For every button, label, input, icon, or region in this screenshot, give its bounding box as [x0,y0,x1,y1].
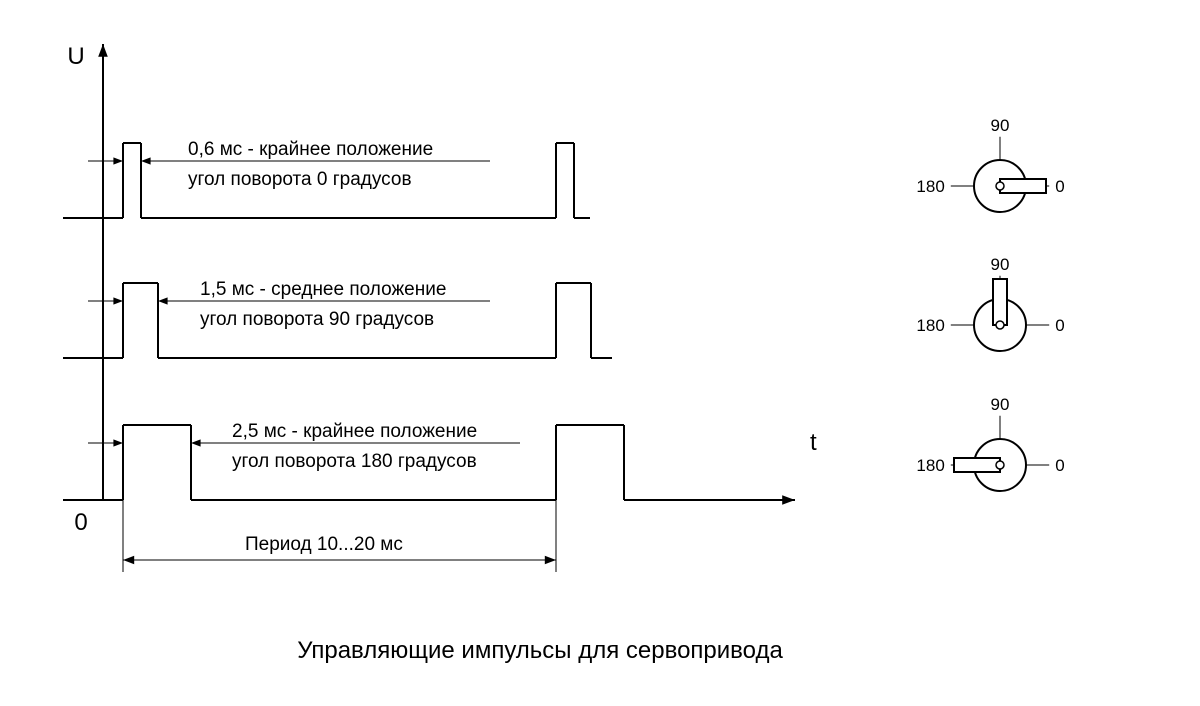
diagram-title: Управляющие импульсы для сервопривода [297,637,783,664]
origin-label: 0 [74,509,87,536]
pulse-label-2: угол поворота 0 градусов [188,169,412,190]
servo-label-180: 180 [916,316,944,335]
servo-hub [996,321,1004,329]
servo-arm [1000,179,1046,193]
y-axis-label: U [67,43,84,70]
servo-label-90: 90 [991,116,1010,135]
x-axis-label: t [810,429,817,456]
servo-label-90: 90 [991,255,1010,274]
servo-label-180: 180 [916,177,944,196]
servo-arm [993,279,1007,325]
pulse-label-2: угол поворота 180 градусов [232,451,477,472]
background [0,0,1200,706]
pulse-label-1: 2,5 мс - крайнее положение [232,421,477,442]
servo-label-0: 0 [1055,456,1064,475]
servo-hub [996,461,1004,469]
servo-label-180: 180 [916,456,944,475]
servo-label-0: 0 [1055,316,1064,335]
period-label: Период 10...20 мс [245,534,403,555]
servo-label-90: 90 [991,395,1010,414]
servo-label-0: 0 [1055,177,1064,196]
pulse-label-2: угол поворота 90 градусов [200,309,434,330]
pulse-label-1: 1,5 мс - среднее положение [200,279,446,300]
servo-arm [954,458,1000,472]
servo-hub [996,182,1004,190]
pulse-label-1: 0,6 мс - крайнее положение [188,139,433,160]
